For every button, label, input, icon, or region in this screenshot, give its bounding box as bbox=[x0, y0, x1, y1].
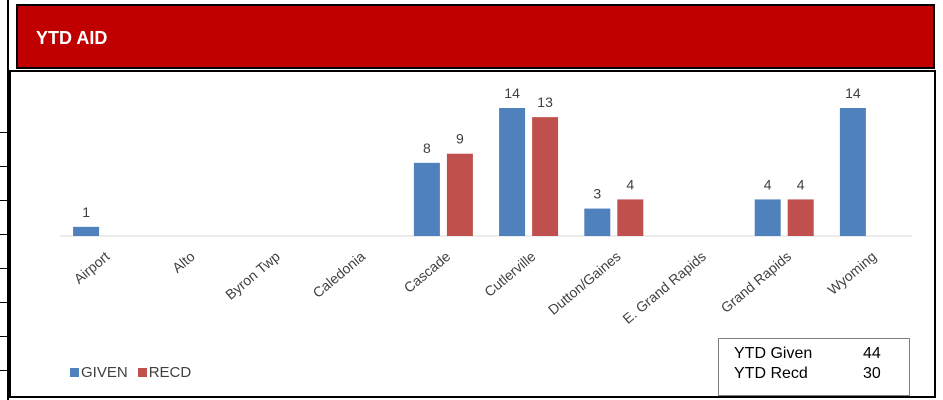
bar-given bbox=[413, 162, 440, 236]
left-rule bbox=[0, 0, 9, 400]
data-label-recd: 4 bbox=[626, 176, 634, 192]
bar-recd bbox=[787, 199, 814, 236]
page-title: YTD AID bbox=[36, 28, 108, 48]
bar-recd bbox=[532, 117, 559, 236]
x-tick-label: Byron Twp bbox=[222, 248, 283, 303]
bar-recd bbox=[617, 199, 644, 236]
legend-item-recd: RECD bbox=[137, 364, 192, 381]
x-tick-label: Wyoming bbox=[824, 248, 879, 298]
x-tick-label: Grand Rapids bbox=[718, 248, 794, 316]
summary-given-value: 44 bbox=[863, 345, 881, 362]
bar-given bbox=[584, 208, 611, 236]
legend-swatch-recd bbox=[137, 368, 147, 377]
bar-given bbox=[73, 226, 100, 236]
left-rule-tick bbox=[0, 234, 9, 235]
data-label-given: 1 bbox=[82, 204, 90, 220]
legend-swatch-given bbox=[70, 368, 79, 377]
bar-recd bbox=[446, 153, 473, 236]
left-rule-tick bbox=[0, 166, 9, 167]
bar-given bbox=[839, 108, 866, 236]
left-rule-tick bbox=[0, 302, 9, 303]
summary-recd-value: 30 bbox=[863, 365, 881, 382]
data-label-recd: 4 bbox=[797, 176, 805, 192]
chart-legend: GIVEN RECD bbox=[70, 364, 201, 381]
x-tick-label: Cascade bbox=[401, 248, 454, 296]
x-tick-label: E. Grand Rapids bbox=[619, 248, 709, 327]
data-label-given: 8 bbox=[423, 140, 431, 156]
data-label-given: 14 bbox=[845, 85, 861, 101]
left-rule-tick bbox=[0, 200, 9, 201]
x-tick-label: Airport bbox=[71, 248, 113, 287]
legend-label-given: GIVEN bbox=[81, 364, 128, 381]
left-rule-tick bbox=[0, 268, 9, 269]
left-rule-tick bbox=[0, 336, 9, 337]
data-label-given: 4 bbox=[764, 176, 772, 192]
left-rule-tick bbox=[0, 132, 9, 133]
x-tick-label: Caledonia bbox=[310, 248, 369, 301]
summary-given-label: YTD Given bbox=[734, 345, 813, 362]
ytd-summary-box: YTD Given 44 YTD Recd 30 bbox=[718, 338, 910, 396]
bar-given bbox=[499, 108, 526, 236]
data-label-given: 14 bbox=[504, 85, 520, 101]
left-rule-tick bbox=[0, 370, 9, 371]
bar-given bbox=[754, 199, 781, 236]
x-tick-label: Dutton/Gaines bbox=[545, 248, 624, 318]
data-label-recd: 9 bbox=[456, 131, 464, 147]
x-tick-label: Alto bbox=[169, 248, 198, 276]
summary-recd-label: YTD Recd bbox=[734, 365, 808, 382]
data-label-recd: 13 bbox=[537, 94, 553, 110]
title-banner: YTD AID bbox=[16, 4, 935, 69]
x-tick-label: Cutlerville bbox=[481, 248, 539, 300]
legend-label-recd: RECD bbox=[148, 364, 192, 381]
data-label-given: 3 bbox=[593, 186, 601, 202]
legend-item-given: GIVEN bbox=[70, 364, 128, 381]
